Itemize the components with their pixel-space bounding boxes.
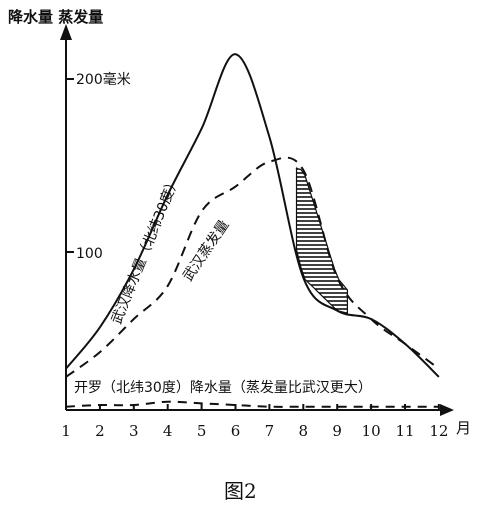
figure-caption: 图2 (224, 479, 257, 503)
x-ticks: 1 2 3 4 5 6 7 8 9 10 11 12 (61, 404, 448, 440)
y-tick-label-200: 200毫米 (76, 71, 131, 88)
series-line-wuhan-precipitation (65, 53, 440, 378)
x-tick-label-12: 12 (429, 422, 448, 440)
x-tick-label-5: 5 (197, 422, 207, 440)
x-tick-label-4: 4 (163, 422, 173, 440)
label-cairo-precipitation: 开罗（北纬30度）降水量（蒸发量比武汉更大） (74, 380, 372, 396)
label-wuhan-precipitation: 武汉降水量（北纬30度） (109, 174, 183, 326)
shaded-surplus-region (295, 166, 348, 314)
x-tick-label-8: 8 (299, 422, 309, 440)
x-tick-label-1: 1 (61, 422, 71, 440)
y-axis-arrow (60, 24, 72, 40)
x-tick-label-9: 9 (332, 422, 342, 440)
x-tick-label-3: 3 (129, 422, 139, 440)
x-tick-label-11: 11 (395, 422, 414, 440)
x-tick-label-6: 6 (231, 422, 241, 440)
x-axis-arrow (440, 404, 454, 416)
x-tick-label-2: 2 (95, 422, 105, 440)
label-wuhan-evaporation: 武汉蒸发量 (180, 217, 232, 284)
x-tick-label-10: 10 (362, 422, 381, 440)
y-axis-label: 降水量 蒸发量 (8, 8, 103, 26)
series-line-cairo-precipitation (65, 400, 439, 408)
series-line-wuhan-evaporation (65, 156, 440, 378)
x-axis-unit: 月 (456, 419, 471, 437)
x-tick-label-7: 7 (265, 422, 275, 440)
y-tick-label-100: 100 (76, 246, 103, 262)
